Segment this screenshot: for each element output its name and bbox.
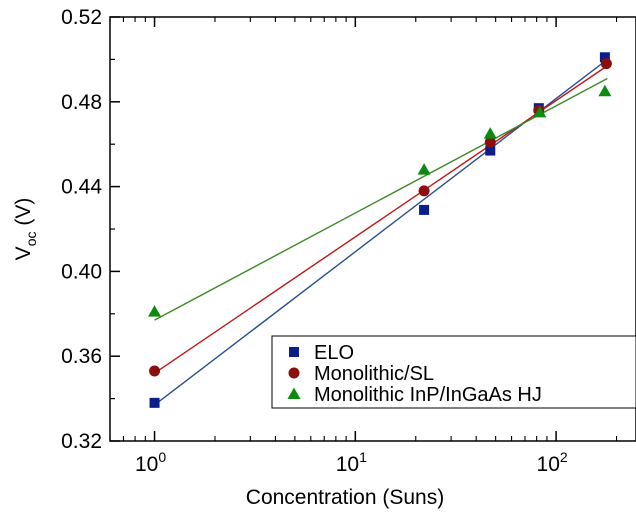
fit-lines [154, 58, 608, 406]
data-point-elo [419, 204, 430, 215]
data-point-monolithic-inp-ingaas-hj [598, 84, 612, 97]
legend-label-monolithic-inp-ingaas-hj: Monolithic InP/InGaAs HJ [314, 384, 542, 406]
data-markers [148, 52, 612, 408]
y-axis-title: Voc (V) [12, 198, 39, 261]
x-tick-label: 101 [336, 449, 367, 476]
data-point-monolithic-inp-ingaas-hj [417, 163, 431, 175]
y-tick-label: 0.40 [61, 260, 102, 283]
y-axis-title-main: V [12, 246, 35, 260]
data-point-monolithic-sl [484, 136, 496, 148]
legend-box [271, 335, 636, 409]
legend-marker-monolithic-inp-ingaas-hj [287, 387, 301, 399]
fit-line-monolithic-sl [154, 65, 608, 374]
data-point-monolithic-inp-ingaas-hj [483, 127, 497, 139]
data-point-monolithic-sl [149, 365, 161, 377]
y-tick-label: 0.36 [61, 345, 102, 368]
legend-marker-elo [289, 347, 299, 357]
data-point-monolithic-sl [600, 58, 612, 70]
y-tick-label: 0.44 [61, 176, 102, 199]
data-point-monolithic-inp-ingaas-hj [533, 105, 547, 118]
legend-label-elo: ELO [314, 342, 354, 364]
plot-area [109, 16, 636, 442]
y-tick-label: 0.52 [61, 6, 102, 29]
axis-ticks [109, 16, 618, 442]
svg-text:Voc (V): Voc (V) [12, 198, 39, 261]
y-axis-title-subscript: oc [23, 232, 39, 247]
data-point-elo [485, 145, 496, 156]
data-point-monolithic-inp-ingaas-hj [148, 305, 162, 317]
y-tick-label: 0.48 [61, 91, 102, 114]
x-axis-title: Concentration (Suns) [246, 486, 444, 509]
x-tick-label: 102 [537, 449, 568, 476]
legend-label-monolithic-sl: Monolithic/SL [314, 363, 434, 385]
y-axis-title-unit: (V) [12, 198, 35, 232]
legend-marker-monolithic-sl [288, 367, 300, 379]
y-tick-label: 0.32 [61, 430, 102, 453]
x-tick-labels: 100 101 102 [135, 449, 568, 476]
fit-line-monolithic-inp-ingaas-hj [154, 77, 608, 321]
x-tick-label: 100 [135, 449, 166, 476]
y-tick-labels: 0.32 0.36 0.40 0.44 0.48 0.52 [61, 6, 102, 453]
data-point-elo [599, 52, 610, 63]
data-point-elo [149, 397, 160, 408]
data-point-monolithic-sl [418, 185, 430, 197]
